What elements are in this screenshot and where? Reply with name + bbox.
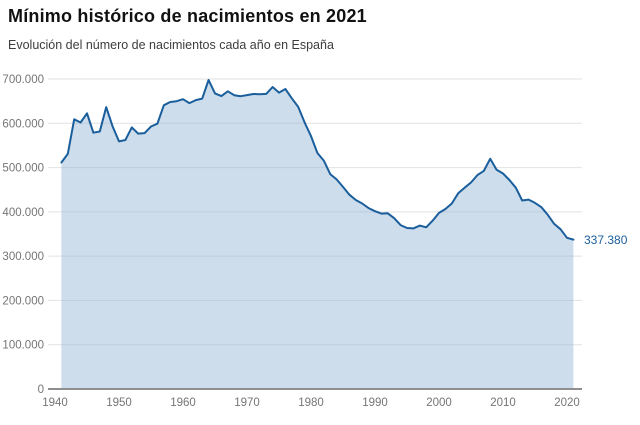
x-tick-label: 1950 [106,397,132,409]
x-tick-label: 1940 [42,397,68,409]
x-tick-label: 2010 [490,397,516,409]
y-tick-label: 0 [38,384,44,396]
x-tick-label: 1960 [170,397,196,409]
y-tick-label: 400.000 [2,207,44,219]
x-tick-label: 1990 [362,397,388,409]
x-tick-label: 1980 [298,397,324,409]
area-fill [61,80,574,389]
x-axis-labels: 1940 1950 1960 1970 1980 1990 2000 2010 2020 [42,397,580,409]
y-tick-label: 200.000 [2,295,44,307]
gridlines [48,78,582,346]
y-tick-label: 300.000 [2,251,44,263]
y-tick-label: 100.000 [2,340,44,352]
final-value-label: 337.380 [584,233,628,247]
page-title: Mínimo histórico de nacimientos en 2021 [8,6,367,26]
y-axis-labels: 0 100.000 200.000 300.000 400.000 500.000 600.… [2,74,44,396]
x-tick-label: 1970 [234,397,260,409]
chart-header: Mínimo histórico de nacimientos en 2021 … [8,6,628,52]
trend-line [60,79,575,241]
y-tick-label: 700.000 [2,74,44,86]
y-tick-label: 500.000 [2,163,44,175]
chart-subtitle: Evolución del número de nacimientos cada… [8,38,334,52]
y-tick-label: 600.000 [2,118,44,130]
x-tick-label: 2020 [554,397,580,409]
x-tick-label: 2000 [426,397,452,409]
